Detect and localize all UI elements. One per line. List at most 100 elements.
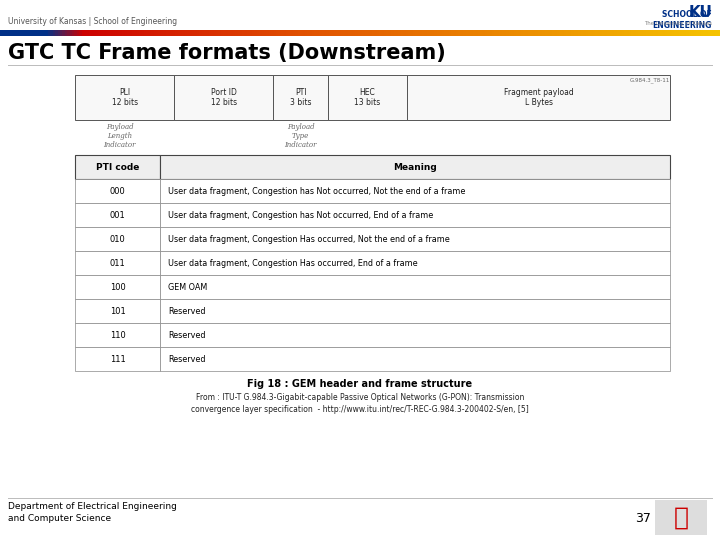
Bar <box>567 30 569 36</box>
Text: G.984.3_T8-11: G.984.3_T8-11 <box>630 77 670 83</box>
Bar <box>0 30 2 36</box>
Bar <box>499 30 502 36</box>
Text: PTI code: PTI code <box>96 163 139 172</box>
Bar <box>161 30 163 36</box>
Bar <box>60 30 63 36</box>
Bar <box>473 30 475 36</box>
Text: Reserved: Reserved <box>168 330 205 340</box>
Bar <box>24 30 27 36</box>
Bar <box>614 30 617 36</box>
Bar <box>182 30 185 36</box>
Bar <box>547 30 549 36</box>
Bar <box>223 30 225 36</box>
Bar <box>643 30 646 36</box>
Bar <box>449 30 451 36</box>
Bar <box>168 30 171 36</box>
Bar <box>174 75 274 120</box>
Bar <box>446 30 449 36</box>
Bar <box>243 30 245 36</box>
Bar <box>130 30 132 36</box>
Bar <box>228 30 230 36</box>
Bar <box>187 30 189 36</box>
Bar <box>703 30 706 36</box>
Bar <box>79 30 81 36</box>
Text: 011: 011 <box>109 259 125 267</box>
Bar <box>160 227 670 251</box>
Bar <box>74 30 77 36</box>
Bar <box>336 30 338 36</box>
Bar <box>300 30 302 36</box>
Bar <box>574 30 576 36</box>
Text: SCHOOL OF
ENGINEERING: SCHOOL OF ENGINEERING <box>652 10 712 30</box>
Bar <box>75 179 160 203</box>
Bar <box>331 30 333 36</box>
Bar <box>72 30 74 36</box>
Text: User data fragment, Congestion has Not occurred, End of a frame: User data fragment, Congestion has Not o… <box>168 211 433 219</box>
Bar <box>286 30 288 36</box>
Bar <box>266 30 269 36</box>
Bar <box>58 30 60 36</box>
Bar <box>384 30 387 36</box>
Bar <box>578 30 581 36</box>
Bar <box>502 30 504 36</box>
Bar <box>581 30 583 36</box>
Bar <box>322 30 324 36</box>
Bar <box>706 30 708 36</box>
Bar <box>163 30 166 36</box>
Bar <box>12 30 14 36</box>
Bar <box>75 203 160 227</box>
Bar <box>461 30 463 36</box>
Text: 001: 001 <box>109 211 125 219</box>
Bar <box>538 30 540 36</box>
Bar <box>310 30 312 36</box>
Text: Fig 18 : GEM header and frame structure: Fig 18 : GEM header and frame structure <box>248 379 472 389</box>
Bar <box>288 30 290 36</box>
Bar <box>160 203 670 227</box>
Bar <box>480 30 482 36</box>
Bar <box>405 30 408 36</box>
Bar <box>463 30 466 36</box>
Bar <box>552 30 554 36</box>
Bar <box>202 30 204 36</box>
Bar <box>631 30 634 36</box>
Bar <box>65 30 67 36</box>
Text: KU: KU <box>688 5 712 20</box>
Bar <box>444 30 446 36</box>
Bar <box>14 30 17 36</box>
Bar <box>639 30 641 36</box>
Bar <box>401 30 403 36</box>
Bar <box>441 30 444 36</box>
Text: PLI
12 bits: PLI 12 bits <box>112 88 138 107</box>
Bar <box>562 30 564 36</box>
Bar <box>160 251 670 275</box>
Bar <box>382 30 384 36</box>
Text: 37: 37 <box>635 512 651 525</box>
Bar <box>679 30 682 36</box>
Bar <box>171 30 173 36</box>
Bar <box>27 30 29 36</box>
Bar <box>430 30 432 36</box>
Bar <box>682 30 684 36</box>
Bar <box>240 30 243 36</box>
Bar <box>252 30 254 36</box>
Bar <box>297 30 300 36</box>
Bar <box>194 30 197 36</box>
Bar <box>403 30 405 36</box>
Bar <box>199 30 202 36</box>
Bar <box>75 227 160 251</box>
Bar <box>557 30 559 36</box>
Bar <box>211 30 214 36</box>
Bar <box>626 30 629 36</box>
Bar <box>45 30 48 36</box>
Bar <box>160 155 670 179</box>
Bar <box>641 30 643 36</box>
Bar <box>295 30 297 36</box>
Bar <box>701 30 703 36</box>
Bar <box>189 30 192 36</box>
Bar <box>41 30 43 36</box>
Bar <box>55 30 58 36</box>
Bar <box>307 30 310 36</box>
Bar <box>675 30 677 36</box>
Bar <box>328 75 408 120</box>
Bar <box>362 30 365 36</box>
